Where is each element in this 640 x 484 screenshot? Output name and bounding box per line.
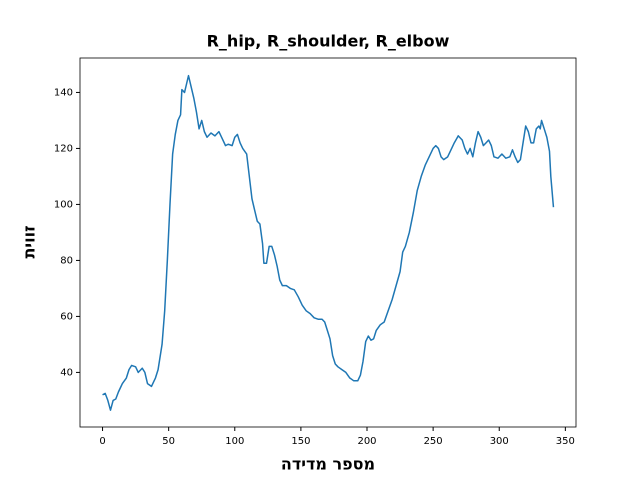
y-tick-label: 60 <box>60 311 73 322</box>
y-axis-label: זווית <box>20 225 39 258</box>
data-line <box>102 74 555 411</box>
y-tick-label: 140 <box>54 87 73 98</box>
x-axis-label: מספר מדידה <box>281 455 375 474</box>
plot-frame <box>79 57 577 428</box>
x-tick-label: 150 <box>291 436 310 447</box>
chart-title: R_hip, R_shoulder, R_elbow <box>207 32 450 51</box>
x-tick-label: 200 <box>357 436 376 447</box>
y-tick-label: 80 <box>60 255 73 266</box>
x-tick-label: 350 <box>556 436 575 447</box>
y-tick-label: 120 <box>54 143 73 154</box>
y-tick-label: 100 <box>54 199 73 210</box>
x-tick-label: 0 <box>99 436 105 447</box>
y-tick-label: 40 <box>60 367 73 378</box>
x-tick-label: 250 <box>424 436 443 447</box>
x-tick-label: 300 <box>490 436 509 447</box>
x-tick-label: 50 <box>162 436 175 447</box>
x-tick-label: 100 <box>225 436 244 447</box>
